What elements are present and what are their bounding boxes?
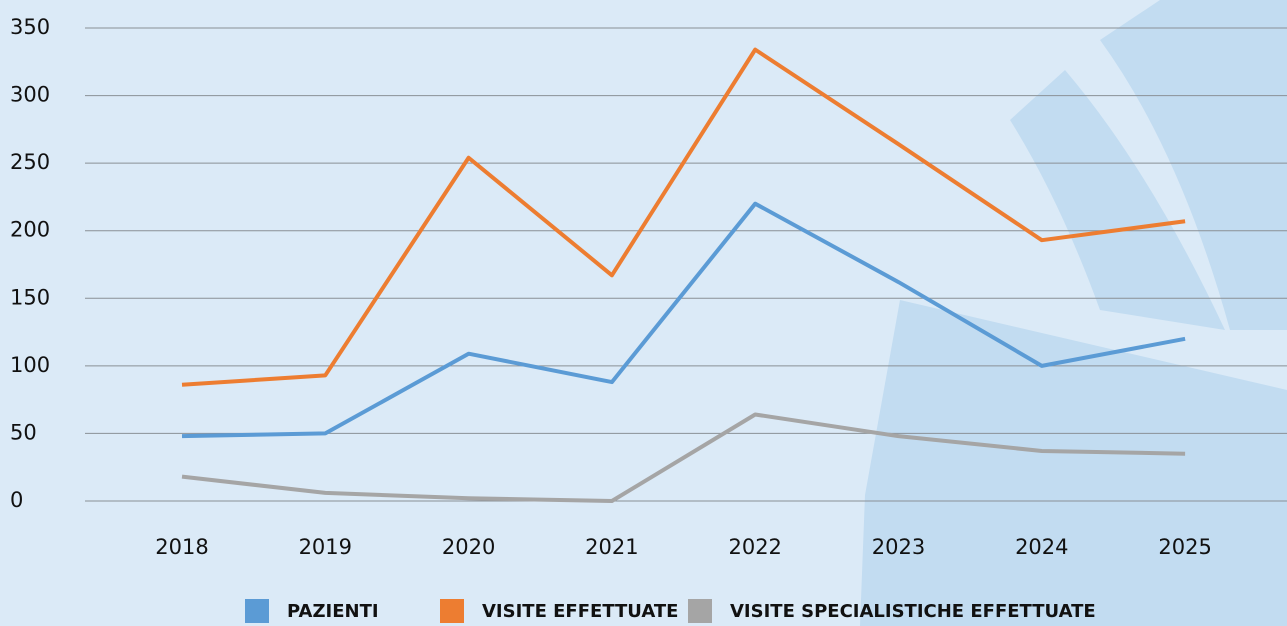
legend-label: PAZIENTI: [287, 601, 379, 622]
x-tick-label: 2022: [728, 535, 781, 559]
legend-swatch: [245, 599, 269, 623]
x-tick-label: 2021: [585, 535, 638, 559]
x-tick-label: 2019: [299, 535, 352, 559]
y-tick-label: 50: [10, 420, 37, 444]
x-tick-label: 2024: [1015, 535, 1068, 559]
legend-swatch: [440, 599, 464, 623]
legend-label: VISITE EFFETTUATE: [482, 601, 678, 622]
x-tick-label: 2023: [872, 535, 925, 559]
y-tick-label: 100: [10, 353, 50, 377]
y-tick-label: 350: [10, 15, 50, 39]
x-tick-label: 2025: [1158, 535, 1211, 559]
decor: [860, 300, 1287, 626]
legend-label: VISITE SPECIALISTICHE EFFETTUATE: [730, 601, 1096, 622]
series-line: [181, 201, 1186, 439]
y-tick-label: 200: [10, 218, 50, 242]
x-tick-label: 2018: [155, 535, 208, 559]
y-tick-label: 0: [10, 488, 23, 512]
series-line: [181, 47, 1186, 387]
y-tick-label: 250: [10, 150, 50, 174]
y-tick-label: 150: [10, 285, 50, 309]
decor: [1100, 0, 1287, 330]
decor: [1010, 70, 1225, 330]
series-line: [181, 412, 1186, 503]
legend-swatch: [688, 599, 712, 623]
y-tick-label: 300: [10, 83, 50, 107]
x-tick-label: 2020: [442, 535, 495, 559]
